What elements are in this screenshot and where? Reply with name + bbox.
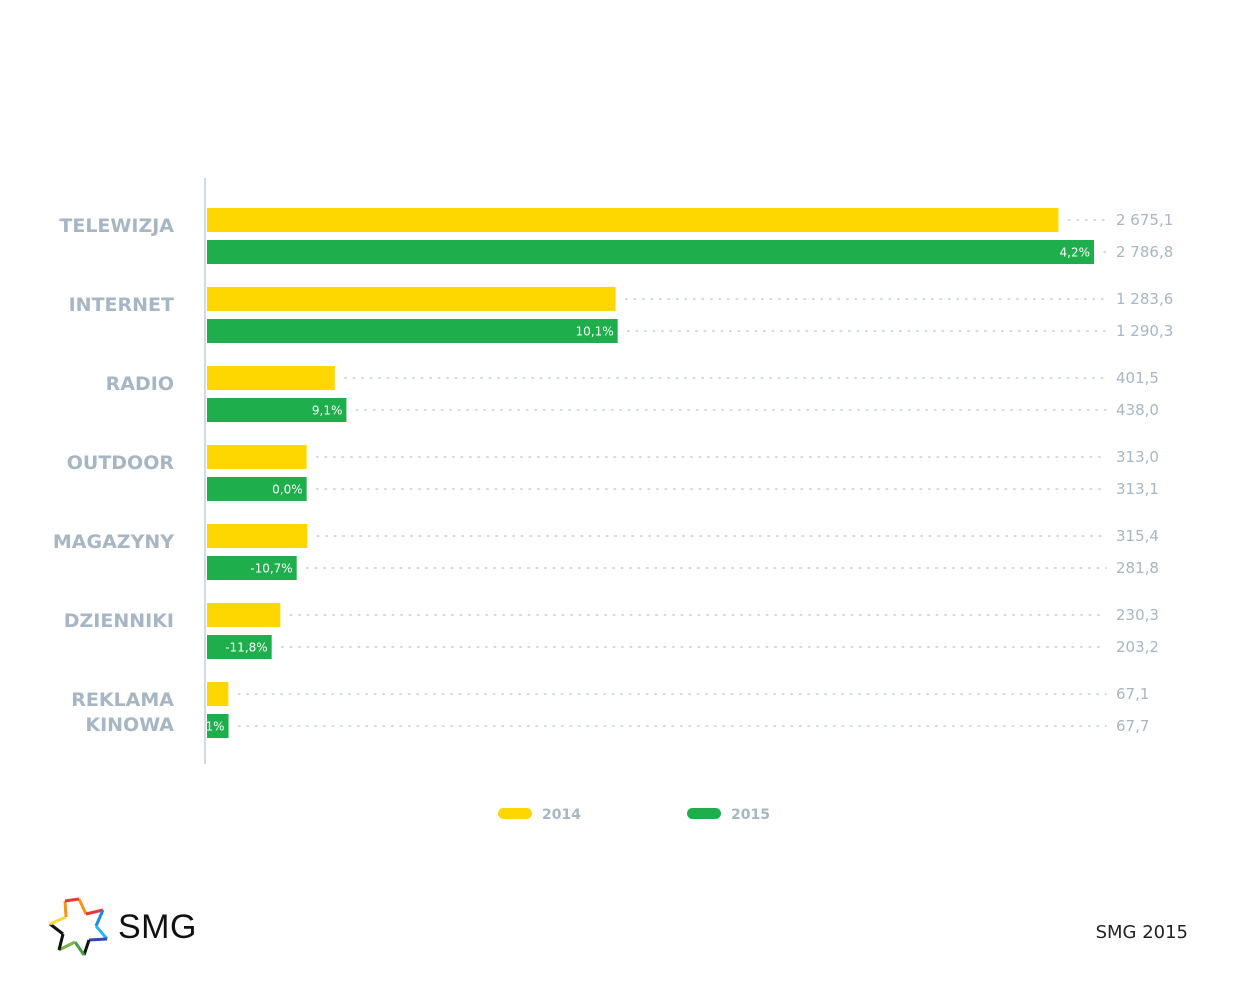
bar-2014 [207,445,307,469]
bar-2015 [207,556,297,580]
value-label: 230,3 [1116,606,1159,624]
category-label: RADIO [106,373,174,395]
change-label: 1% [206,720,225,734]
bar-2014 [207,603,281,627]
category-labels: TELEWIZJA INTERNET RADIO OUTDOOR MAGAZYNY DZI… [53,215,174,736]
category-label-line: REKLAMA [71,689,174,711]
value-label: 401,5 [1116,369,1159,387]
smg-star-icon [49,897,109,956]
change-label: -11,8% [225,641,267,655]
value-label: 1 290,3 [1116,322,1173,340]
category-label-line: DZIENNIKI [64,610,174,632]
bar-2014 [207,524,308,548]
value-labels: 2 675,1 2 786,8 1 283,6 1 290,3 401,5 438,0 31… [1116,211,1173,735]
category-label: MAGAZYNY [53,531,174,553]
bar-2015 [207,398,347,422]
category-label: OUTDOOR [67,452,175,474]
value-label: 67,1 [1116,685,1149,703]
value-label: 315,4 [1116,527,1159,545]
legend-swatch-2014 [498,808,532,819]
category-label-line: KINOWA [85,714,174,736]
change-label: -10,7% [250,562,292,576]
category-label: TELEWIZJA [59,215,174,237]
category-label-line: TELEWIZJA [59,215,174,237]
bars [207,208,1094,738]
change-labels: 4,2% 10,1% 9,1% 0,0% -10,7% -11,8% 1% [206,246,1090,734]
legend-swatch-2015 [687,808,721,819]
category-label-line: MAGAZYNY [53,531,174,553]
category-label-line: RADIO [106,373,174,395]
value-label: 1 283,6 [1116,290,1173,308]
change-label: 9,1% [312,404,343,418]
legend-label-2015: 2015 [731,807,770,823]
value-label: 438,0 [1116,401,1159,419]
value-label: 313,0 [1116,448,1159,466]
value-label: 313,1 [1116,480,1159,498]
bar-2015 [207,240,1094,264]
leader-lines [237,219,1107,727]
legend-label-2014: 2014 [542,807,581,823]
value-label: 203,2 [1116,638,1159,656]
change-label: 4,2% [1060,246,1091,260]
bar-2015 [207,319,618,343]
source-note: SMG 2015 [1095,922,1188,943]
category-label: REKLAMA KINOWA [71,689,174,736]
bar-2014 [207,682,229,706]
logo-text: SMG [118,907,197,946]
category-label-line: INTERNET [69,294,174,316]
bar-chart: TELEWIZJA INTERNET RADIO OUTDOOR MAGAZYNY DZI… [53,178,1173,823]
category-label: INTERNET [69,294,174,316]
category-label: DZIENNIKI [64,610,174,632]
value-label: 67,7 [1116,717,1149,735]
value-label: 281,8 [1116,559,1159,577]
change-label: 10,1% [576,325,614,339]
value-label: 2 786,8 [1116,243,1173,261]
bar-2014 [207,208,1059,232]
legend: 2014 2015 [498,807,770,823]
bar-2015 [207,477,307,501]
bar-2014 [207,366,335,390]
bar-2014 [207,287,616,311]
smg-logo: SMG [48,896,197,958]
bar-2015 [207,635,272,659]
change-label: 0,0% [272,483,303,497]
value-label: 2 675,1 [1116,211,1173,229]
bar-2015 [207,714,229,738]
category-label-line: OUTDOOR [67,452,175,474]
